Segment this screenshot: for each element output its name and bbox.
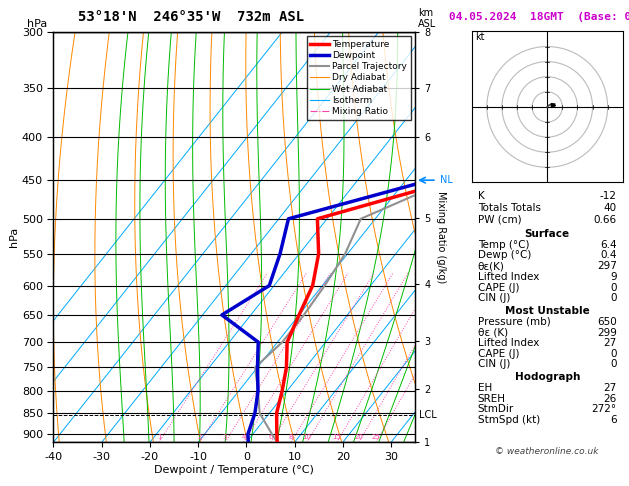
Text: CAPE (J): CAPE (J) (478, 348, 520, 359)
Text: kt: kt (475, 33, 484, 42)
Text: 53°18'N  246°35'W  732m ASL: 53°18'N 246°35'W 732m ASL (78, 10, 304, 24)
Text: hPa: hPa (27, 19, 47, 29)
Text: PW (cm): PW (cm) (478, 215, 521, 225)
Text: 20: 20 (355, 434, 364, 440)
Text: Totals Totals: Totals Totals (478, 203, 541, 213)
Text: 0.4: 0.4 (600, 250, 616, 260)
Text: 4: 4 (242, 434, 246, 440)
Text: Lifted Index: Lifted Index (478, 338, 539, 348)
Text: 0: 0 (610, 359, 616, 369)
Text: 25: 25 (372, 434, 381, 440)
Text: NL: NL (440, 175, 454, 185)
Text: StmDir: StmDir (478, 404, 514, 414)
Text: 2: 2 (198, 434, 202, 440)
Text: StmSpd (kt): StmSpd (kt) (478, 415, 540, 425)
Text: 0: 0 (610, 348, 616, 359)
Text: 26: 26 (603, 394, 616, 403)
Text: 0: 0 (610, 282, 616, 293)
Text: © weatheronline.co.uk: © weatheronline.co.uk (496, 447, 599, 456)
Text: 40: 40 (604, 203, 616, 213)
Y-axis label: Mixing Ratio (g/kg): Mixing Ratio (g/kg) (436, 191, 446, 283)
Text: 299: 299 (597, 328, 616, 337)
Text: SREH: SREH (478, 394, 506, 403)
Text: 8: 8 (289, 434, 293, 440)
Text: Hodograph: Hodograph (515, 372, 580, 382)
Text: Surface: Surface (525, 229, 570, 239)
Text: 3: 3 (223, 434, 228, 440)
Text: K: K (478, 191, 484, 201)
Text: 650: 650 (597, 317, 616, 327)
Text: 272°: 272° (591, 404, 616, 414)
Legend: Temperature, Dewpoint, Parcel Trajectory, Dry Adiabat, Wet Adiabat, Isotherm, Mi: Temperature, Dewpoint, Parcel Trajectory… (307, 36, 411, 120)
Text: Dewp (°C): Dewp (°C) (478, 250, 531, 260)
Text: 6: 6 (269, 434, 273, 440)
Text: 297: 297 (597, 261, 616, 271)
Text: 27: 27 (603, 338, 616, 348)
Y-axis label: hPa: hPa (9, 227, 19, 247)
Text: km
ASL: km ASL (418, 8, 437, 29)
Text: θε (K): θε (K) (478, 328, 508, 337)
Text: 27: 27 (603, 383, 616, 393)
Text: CAPE (J): CAPE (J) (478, 282, 520, 293)
Text: Lifted Index: Lifted Index (478, 272, 539, 282)
Text: CIN (J): CIN (J) (478, 359, 510, 369)
Text: 6.4: 6.4 (600, 240, 616, 250)
Text: 9: 9 (610, 272, 616, 282)
Text: Temp (°C): Temp (°C) (478, 240, 529, 250)
Text: 0: 0 (610, 294, 616, 303)
Text: -12: -12 (599, 191, 616, 201)
Text: 15: 15 (333, 434, 342, 440)
Text: θε(K): θε(K) (478, 261, 504, 271)
Text: LCL: LCL (419, 410, 437, 420)
Text: Pressure (mb): Pressure (mb) (478, 317, 550, 327)
X-axis label: Dewpoint / Temperature (°C): Dewpoint / Temperature (°C) (154, 465, 314, 475)
Text: 6: 6 (610, 415, 616, 425)
Text: 10: 10 (303, 434, 311, 440)
Text: EH: EH (478, 383, 492, 393)
Text: Most Unstable: Most Unstable (505, 307, 589, 316)
Text: 04.05.2024  18GMT  (Base: 06): 04.05.2024 18GMT (Base: 06) (449, 12, 629, 22)
Text: CIN (J): CIN (J) (478, 294, 510, 303)
Text: 1: 1 (157, 434, 161, 440)
Text: 0.66: 0.66 (594, 215, 616, 225)
